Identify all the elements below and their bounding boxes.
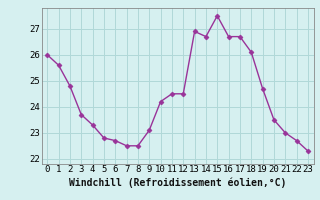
X-axis label: Windchill (Refroidissement éolien,°C): Windchill (Refroidissement éolien,°C) [69, 177, 286, 188]
